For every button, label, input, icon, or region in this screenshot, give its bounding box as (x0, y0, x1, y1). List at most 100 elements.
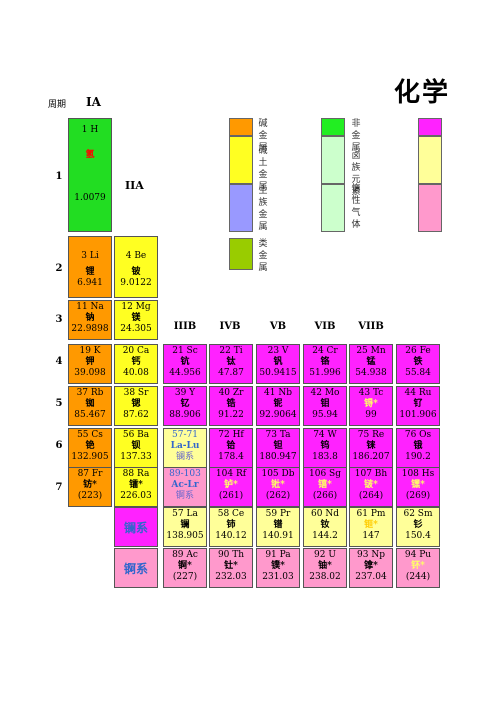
element-cell-u[interactable]: 92 U 铀* 238.02 (303, 548, 347, 588)
element-name: 钠 (85, 313, 95, 323)
element-symbol: 62 Sm (403, 509, 433, 519)
element-cell-pu[interactable]: 94 Pu 钚* (244) (396, 548, 440, 588)
element-cell-ac-lr[interactable]: 89-103 Ac-Lr 锕系 (163, 467, 207, 507)
legend-swatch-nonmetal (321, 118, 345, 136)
lanthanide-series-label: 镧系 (114, 507, 158, 547)
element-cell-ce[interactable]: 58 Ce 铈 140.12 (209, 507, 253, 547)
element-cell-mo[interactable]: 42 Mo 钼 95.94 (303, 386, 347, 426)
element-symbol: 108 Hs (401, 469, 435, 479)
element-cell-ru[interactable]: 44 Ru 钌 101.906 (396, 386, 440, 426)
element-name: 钌 (413, 399, 423, 409)
element-cell-v[interactable]: 23 V 钒 50.9415 (256, 344, 300, 384)
element-mass: 55.84 (405, 368, 431, 378)
legend-label-noble: 惰性气体 (351, 184, 361, 230)
element-symbol: 44 Ru (404, 388, 432, 398)
element-symbol: 22 Ti (219, 346, 243, 356)
group-label-iia: IIA (125, 179, 144, 192)
group-label-ivb: IVB (219, 321, 241, 332)
element-mass: (227) (172, 572, 198, 582)
element-name: 钫* (83, 480, 97, 490)
element-cell-na[interactable]: 11 Na 钠 22.9898 (68, 300, 112, 340)
element-cell-k[interactable]: 19 K 钾 39.098 (68, 344, 112, 384)
period-number: 3 (55, 314, 63, 325)
element-cell-pm[interactable]: 61 Pm 钷* 147 (349, 507, 393, 547)
element-mass: 238.02 (309, 572, 341, 582)
element-mass: 180.947 (259, 452, 297, 462)
element-name: 锕* (178, 561, 192, 571)
element-name: 镨 (273, 520, 283, 530)
element-cell-be[interactable]: 4 Be 铍 9.0122 (114, 236, 158, 298)
element-cell-zr[interactable]: 40 Zr 锆 91.22 (209, 386, 253, 426)
element-cell-li[interactable]: 3 Li 锂 6.941 (68, 236, 112, 298)
element-symbol: 104 Rf (215, 469, 247, 479)
element-name: 钕 (320, 520, 330, 530)
element-cell-sr[interactable]: 38 Sr 锶 87.62 (114, 386, 158, 426)
element-cell-os[interactable]: 76 Os 锇 190.2 (396, 428, 440, 468)
element-cell-fe[interactable]: 26 Fe 铁 55.84 (396, 344, 440, 384)
element-cell-fr[interactable]: 87 Fr 钫* (223) (68, 467, 112, 507)
legend-label-alkaline: 碱土金属 (258, 146, 268, 192)
period-header: 周期 (48, 100, 67, 110)
element-cell-ta[interactable]: 73 Ta 钽 180.947 (256, 428, 300, 468)
element-cell-np[interactable]: 93 Np 镎* 237.04 (349, 548, 393, 588)
element-name: 镧 (180, 520, 190, 530)
element-cell-y[interactable]: 39 Y 钇 88.906 (163, 386, 207, 426)
element-cell-db[interactable]: 105 Db 𬭊* (262) (256, 467, 300, 507)
element-name: 钒 (273, 357, 283, 367)
element-mass: 101.906 (399, 410, 437, 420)
legend-label-alkali: 碱金属 (258, 119, 268, 153)
element-cell-cs[interactable]: 55 Cs 铯 132.905 (68, 428, 112, 468)
element-cell-hs[interactable]: 108 Hs 𬭶* (269) (396, 467, 440, 507)
element-cell-sc[interactable]: 21 Sc 钪 44.956 (163, 344, 207, 384)
legend-swatch-halogen (321, 136, 345, 184)
element-name: 钨 (320, 441, 330, 451)
element-cell-ca[interactable]: 20 Ca 钙 40.08 (114, 344, 158, 384)
element-mass: (244) (405, 572, 431, 582)
element-mass: 147 (362, 531, 380, 541)
element-cell-ti[interactable]: 22 Ti 钛 47.87 (209, 344, 253, 384)
element-name: 钇 (180, 399, 190, 409)
element-cell-rf[interactable]: 104 Rf 𬬻* (261) (209, 467, 253, 507)
element-name: 钍* (224, 561, 238, 571)
element-cell-re[interactable]: 75 Re 铼 186.207 (349, 428, 393, 468)
element-cell-sg[interactable]: 106 Sg 𬭳* (266) (303, 467, 347, 507)
element-cell-ba[interactable]: 56 Ba 钡 137.33 (114, 428, 158, 468)
element-mass: 44.956 (169, 368, 201, 378)
element-mass: 99 (365, 410, 377, 420)
element-symbol: 88 Ra (122, 469, 150, 479)
element-symbol: 94 Pu (404, 550, 432, 560)
element-cell-h[interactable]: 1 H 氢 1.0079 (68, 118, 112, 232)
element-cell-th[interactable]: 90 Th 钍* 232.03 (209, 548, 253, 588)
element-cell-bh[interactable]: 107 Bh 𬭛* (264) (349, 467, 393, 507)
element-cell-cr[interactable]: 24 Cr 铬 51.996 (303, 344, 347, 384)
element-mass: 39.098 (74, 368, 106, 378)
period-number: 5 (55, 398, 63, 409)
element-cell-sm[interactable]: 62 Sm 钐 150.4 (396, 507, 440, 547)
element-mass: 88.906 (169, 410, 201, 420)
element-cell-la-lu[interactable]: 57-71 La-Lu 镧系 (163, 428, 207, 468)
element-cell-hf[interactable]: 72 Hf 铪 178.4 (209, 428, 253, 468)
element-mass: 24.305 (120, 324, 152, 334)
element-name: 锇 (413, 441, 423, 451)
element-name: 铯 (85, 441, 95, 451)
element-cell-la[interactable]: 57 La 镧 138.905 (163, 507, 207, 547)
element-name: 锰 (366, 357, 376, 367)
element-symbol: 56 Ba (122, 430, 150, 440)
element-symbol: 24 Cr (312, 346, 338, 356)
element-cell-rb[interactable]: 37 Rb 铷 85.467 (68, 386, 112, 426)
element-mass: 237.04 (355, 572, 387, 582)
element-cell-mn[interactable]: 25 Mn 锰 54.938 (349, 344, 393, 384)
element-cell-pa[interactable]: 91 Pa 镤* 231.03 (256, 548, 300, 588)
element-cell-ra[interactable]: 88 Ra 镭* 226.03 (114, 467, 158, 507)
element-cell-nd[interactable]: 60 Nd 钕 144.2 (303, 507, 347, 547)
legend-swatch-main (229, 184, 253, 232)
element-cell-nb[interactable]: 41 Nb 铌 92.9064 (256, 386, 300, 426)
element-symbol: 105 Db (261, 469, 295, 479)
element-cell-ac[interactable]: 89 Ac 锕* (227) (163, 548, 207, 588)
element-cell-pr[interactable]: 59 Pr 镨 140.91 (256, 507, 300, 547)
element-cell-tc[interactable]: 43 Tc 锝* 99 (349, 386, 393, 426)
element-name: 锝* (364, 399, 378, 409)
group-label-vb: VB (269, 321, 287, 332)
element-cell-mg[interactable]: 12 Mg 镁 24.305 (114, 300, 158, 340)
element-cell-w[interactable]: 74 W 钨 183.8 (303, 428, 347, 468)
